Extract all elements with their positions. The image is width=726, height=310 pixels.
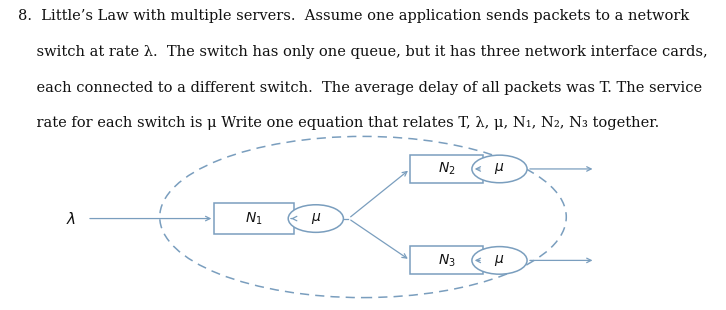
Text: rate for each switch is μ Write one equation that relates T, λ, μ, N₁, N₂, N₃ to: rate for each switch is μ Write one equa… xyxy=(18,116,659,130)
Text: 8.  Little’s Law with multiple servers.  Assume one application sends packets to: 8. Little’s Law with multiple servers. A… xyxy=(18,9,690,23)
FancyBboxPatch shape xyxy=(410,155,483,183)
Text: $\lambda$: $\lambda$ xyxy=(66,210,76,227)
Text: $N_2$: $N_2$ xyxy=(438,161,455,177)
Text: each connected to a different switch.  The average delay of all packets was T. T: each connected to a different switch. Th… xyxy=(18,81,702,95)
Text: $\mu$: $\mu$ xyxy=(494,253,505,268)
Text: $N_3$: $N_3$ xyxy=(438,252,455,268)
Ellipse shape xyxy=(472,247,527,274)
FancyBboxPatch shape xyxy=(214,203,294,234)
Ellipse shape xyxy=(288,205,343,232)
FancyBboxPatch shape xyxy=(410,246,483,274)
Text: $\mu$: $\mu$ xyxy=(494,162,505,176)
Ellipse shape xyxy=(472,155,527,183)
Text: switch at rate λ.  The switch has only one queue, but it has three network inter: switch at rate λ. The switch has only on… xyxy=(18,45,708,59)
Text: $N_1$: $N_1$ xyxy=(245,210,263,227)
Text: $\mu$: $\mu$ xyxy=(311,211,321,226)
